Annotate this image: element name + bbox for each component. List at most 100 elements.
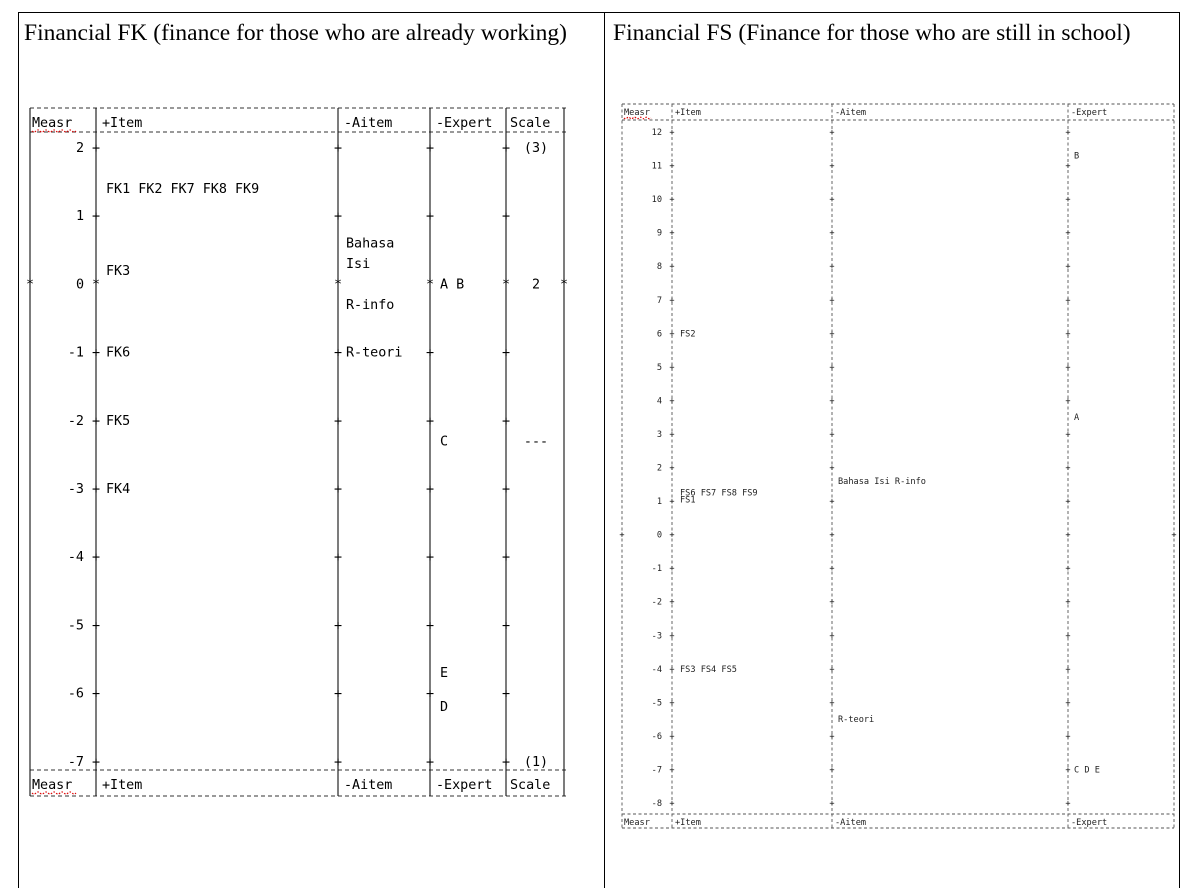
tick-mark: + [1065,329,1070,339]
tick-mark: + [426,618,434,633]
tick-mark: + [334,482,342,497]
expert-label: D [440,700,448,715]
tick-mark: + [669,665,674,675]
tick-mark: + [829,396,834,406]
tick-mark: + [1065,229,1070,239]
fs-variable-map: Measr Measr +Item +Item -Aitem -Aitem -Expert -… [616,96,1178,829]
tick-label: 1 [76,209,84,224]
tick-mark: + [502,755,510,770]
tick-mark: + [502,414,510,429]
tick-mark: + [1065,195,1070,205]
tick-mark: + [1065,363,1070,373]
aitem-label: R-info [346,298,394,313]
item-label: FS1 [680,495,696,505]
tick-mark: + [502,687,510,702]
tick-mark: + [669,531,674,541]
tick-mark: + [92,482,100,497]
tick-mark: + [669,598,674,608]
tick-mark: + [829,531,834,541]
tick-mark: + [669,195,674,205]
tick-mark: + [334,618,342,633]
tick-mark: + [1065,162,1070,172]
tick-mark: + [829,430,834,440]
footer-header-expert: -Expert [436,778,492,793]
tick-mark: + [426,346,434,361]
tick-mark: + [669,799,674,809]
tick-mark: + [829,497,834,507]
scale-label: (3) [524,141,548,156]
item-label: FK6 [106,346,130,361]
tick-mark: + [669,564,674,574]
footer-header-measr: Measr [32,778,72,793]
tick-mark: + [669,631,674,641]
fk-heading: Financial FK (finance for those who are … [24,20,567,46]
footer-header-aitem: -Aitem [835,818,866,828]
tick-mark: + [502,550,510,565]
tick-label: 7 [657,296,662,306]
tick-mark: + [502,209,510,224]
tick-label: 2 [657,464,662,474]
tick-mark: + [502,346,510,361]
tick-mark: + [502,618,510,633]
column-header-aitem: -Aitem [835,108,866,118]
column-header-expert: -Expert [436,116,492,131]
tick-mark: + [502,141,510,156]
column-header-expert: -Expert [1071,108,1107,118]
tick-mark: + [619,531,624,541]
spellcheck-underline [31,129,77,133]
tick-mark: * [426,277,434,292]
tick-label: -1 [68,346,84,361]
tick-mark: + [334,414,342,429]
tick-label: -2 [68,414,84,429]
tick-mark: + [1065,732,1070,742]
tick-mark: + [334,687,342,702]
tick-mark: + [1065,128,1070,138]
tick-mark: + [829,229,834,239]
tick-mark: + [426,482,434,497]
tick-mark: + [1065,598,1070,608]
expert-label: A [1074,413,1080,423]
tick-mark: * [502,277,510,292]
table-frame [18,12,1180,888]
tick-mark: + [1065,631,1070,641]
aitem-label: R-teori [838,715,874,725]
column-header-aitem: -Aitem [344,116,392,131]
tick-label: -7 [68,755,84,770]
tick-label: 9 [657,229,662,239]
spellcheck-underline [31,791,77,795]
expert-label: C D E [1074,765,1100,775]
tick-mark: + [92,414,100,429]
tick-mark: + [1065,799,1070,809]
fs-map-svg: Measr Measr +Item +Item -Aitem -Aitem -Expert -… [619,103,1177,829]
item-label: FK4 [106,482,130,497]
tick-label: 12 [652,128,662,138]
column-header-item: +Item [102,116,142,131]
item-label: FK3 [106,264,130,279]
tick-mark: + [1065,531,1070,541]
aitem-label: R-teori [346,346,402,361]
tick-label: -4 [652,665,662,675]
tick-mark: + [829,296,834,306]
tick-mark: + [829,564,834,574]
tick-mark: + [92,346,100,361]
tick-mark: + [829,698,834,708]
aitem-label: Isi [346,257,370,272]
tick-mark: + [92,209,100,224]
fk-map-svg: Measr Measr +Item +Item -Aitem -Aitem -Expert -… [26,107,568,797]
column-divider [604,12,605,888]
expert-label: B [1074,151,1079,161]
tick-mark: + [669,128,674,138]
item-label: FS2 [680,329,696,339]
tick-mark: + [669,464,674,474]
tick-mark: + [669,430,674,440]
column-header-scale: Scale [510,116,550,131]
scale-label: (1) [524,755,548,770]
tick-label: -1 [652,564,662,574]
tick-mark: + [829,128,834,138]
tick-mark: + [829,598,834,608]
tick-mark: * [334,277,342,292]
tick-mark: + [1065,430,1070,440]
expert-label: E [440,666,448,681]
item-label: FK5 [106,414,130,429]
tick-mark: + [669,765,674,775]
